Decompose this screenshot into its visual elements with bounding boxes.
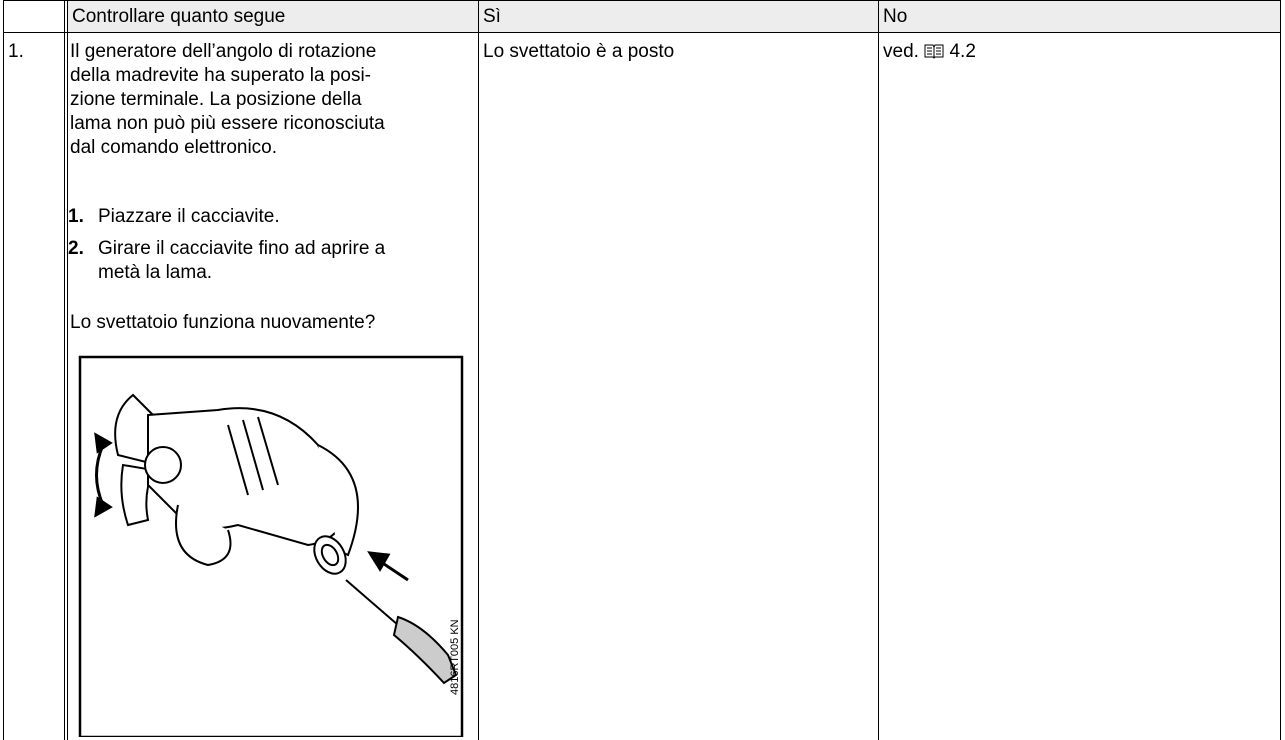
text-line: dal comando elettronico. (70, 137, 278, 158)
header-cell: Controllare quanto segue (72, 6, 286, 27)
ref-number: 4.2 (949, 41, 976, 62)
border (67, 0, 68, 740)
border (878, 0, 879, 740)
border (3, 0, 1281, 1)
book-icon (924, 44, 944, 59)
text-line: Girare il cacciavite fino ad aprire a (98, 238, 386, 259)
description: Il generatore dell’angolo di rotazione d… (70, 40, 385, 160)
border (3, 0, 4, 740)
step: 2. Girare il cacciavite fino ad aprire a m… (68, 237, 385, 285)
step-number: 2. (68, 238, 84, 259)
figure-code: 4816RT005 KN (449, 619, 461, 695)
border (3, 32, 1281, 33)
header-cell: Sì (483, 6, 501, 27)
illustration: 4816RT005 KN (78, 355, 464, 737)
header-bg (68, 0, 478, 32)
border (64, 0, 65, 740)
pruner-drawing (114, 393, 458, 685)
text-line: lama non può più essere riconosciuta (70, 113, 385, 134)
ref-prefix: ved. (883, 41, 919, 62)
header-bg (879, 0, 1280, 32)
no-cell: ved. 4.2 (883, 40, 976, 64)
question: Lo svettatoio funziona nuovamente? (70, 312, 376, 333)
border (1280, 0, 1281, 740)
step-number: 1. (68, 206, 84, 227)
yes-cell: Lo svettatoio è a posto (483, 41, 675, 62)
text-line: Piazzare il cacciavite. (98, 206, 280, 227)
header-cell: No (883, 6, 908, 27)
text-line: metà la lama. (98, 262, 213, 283)
text-line: zione terminale. La posizione della (70, 89, 362, 110)
step: 1. Piazzare il cacciavite. (68, 205, 280, 229)
border (478, 0, 479, 740)
header-bg (479, 0, 878, 32)
row-number: 1. (8, 41, 24, 62)
text-line: della madrevite ha superato la posi- (70, 65, 372, 86)
text-line: Il generatore dell’angolo di rotazione (70, 41, 377, 62)
arrows (94, 432, 409, 582)
